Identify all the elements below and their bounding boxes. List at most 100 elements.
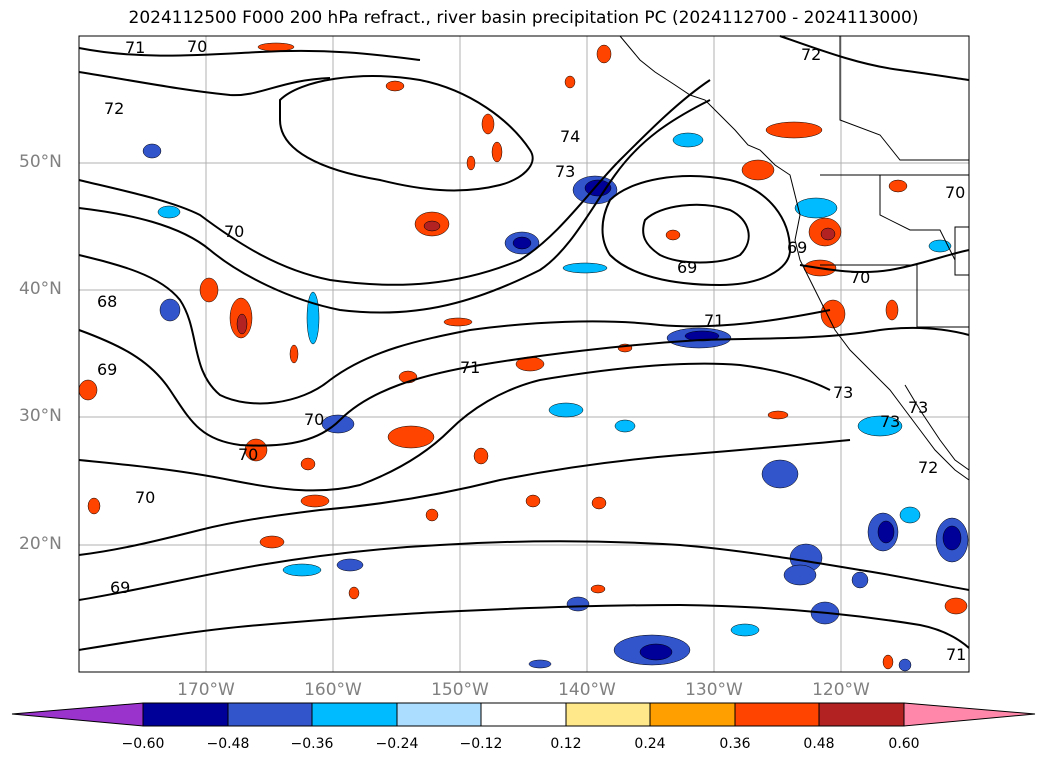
contour-label: 71 <box>125 38 146 57</box>
contour-label: 69 <box>677 258 698 277</box>
contour-line <box>799 249 970 274</box>
lon-label-160w: 160°W <box>304 680 362 700</box>
precip-blob <box>684 330 720 342</box>
precip-blob <box>590 584 606 594</box>
contour-line <box>78 362 831 492</box>
precip-blob <box>898 658 912 672</box>
colorbar-segment <box>480 702 567 727</box>
contour-line <box>78 326 970 447</box>
precip-blob <box>159 298 181 322</box>
contour-label: 70 <box>224 222 245 241</box>
colorbar-tick-label: 0.24 <box>634 736 666 752</box>
colorbar-segment <box>227 702 313 727</box>
precip-blob <box>794 197 838 219</box>
graticule <box>79 36 969 672</box>
contour-label: 70 <box>304 410 325 429</box>
contour-line <box>78 540 970 601</box>
contour-line <box>642 203 750 264</box>
precip-blob <box>525 494 541 508</box>
precip-blob <box>820 299 846 329</box>
colorbar-tick-label: 0.12 <box>550 736 582 752</box>
precip-blob <box>928 239 952 253</box>
precip-blob <box>300 494 330 508</box>
contour-label: 70 <box>850 268 871 287</box>
colorbar <box>11 702 1036 727</box>
precip-blob <box>857 415 903 437</box>
contour-label: 72 <box>801 45 822 64</box>
lat-label-50n: 50°N <box>19 152 62 172</box>
contour-line <box>279 75 534 192</box>
precip-blob <box>882 654 894 670</box>
border-states <box>879 175 956 261</box>
border-canada <box>839 36 969 161</box>
precip-blob <box>481 113 495 135</box>
contour-line <box>78 79 711 286</box>
precip-blob <box>899 506 921 524</box>
precip-blob <box>888 179 908 193</box>
contour-label: 70 <box>238 445 259 464</box>
refractivity-contours <box>78 35 970 651</box>
colorbar-tick-label: 0.60 <box>888 736 920 752</box>
map-border <box>78 35 970 673</box>
precip-blob <box>944 597 968 615</box>
contour-line <box>78 439 851 556</box>
contour-line <box>78 71 331 97</box>
lat-label-40n: 40°N <box>19 279 62 299</box>
baja-coastline <box>904 384 970 471</box>
precip-blob <box>443 317 473 327</box>
precip-blob <box>730 623 760 637</box>
contour-label: 69 <box>787 238 808 257</box>
precip-blob <box>851 571 869 589</box>
precip-blob <box>512 236 532 250</box>
precip-blob <box>423 220 441 232</box>
colorbar-tick-label: −0.12 <box>459 736 503 752</box>
contour-label: 73 <box>555 162 576 181</box>
colorbar-segment <box>649 702 736 727</box>
precip-blob <box>348 586 360 600</box>
precip-blob <box>741 159 775 181</box>
lon-label-140w: 140°W <box>558 680 616 700</box>
lon-label-120w: 120°W <box>812 680 870 700</box>
precip-blob <box>528 659 552 669</box>
contour-label: 71 <box>946 645 967 664</box>
colorbar-segment <box>818 702 905 727</box>
precip-blob <box>78 379 98 401</box>
colorbar-segment <box>396 702 482 727</box>
colorbar-tick-label: −0.36 <box>290 736 334 752</box>
contour-label: 69 <box>110 578 131 597</box>
precip-blob <box>564 75 576 89</box>
precip-blob <box>289 344 299 364</box>
contour-line <box>779 35 970 81</box>
colorbar-segment <box>903 702 1036 727</box>
contour-label: 68 <box>97 292 118 311</box>
precip-blob <box>548 402 584 418</box>
precip-blob <box>665 229 681 241</box>
contour-label: 72 <box>918 458 939 477</box>
precip-blob <box>820 227 836 241</box>
precip-blob <box>591 496 607 510</box>
precip-blob <box>199 277 219 303</box>
contour-label: 69 <box>97 360 118 379</box>
precip-blob <box>257 42 295 52</box>
precip-blob <box>761 459 799 489</box>
precip-blob <box>877 520 895 544</box>
contour-line <box>78 47 421 61</box>
map-background <box>79 36 969 672</box>
colorbar-tick-label: 0.36 <box>719 736 751 752</box>
lat-label-20n: 20°N <box>19 534 62 554</box>
contour-label: 71 <box>704 311 725 330</box>
contour-line <box>78 99 711 314</box>
precip-blob <box>783 564 817 586</box>
precip-blob <box>387 425 435 449</box>
precip-blob <box>639 643 673 661</box>
contour-label: 73 <box>908 398 929 417</box>
lon-label-170w: 170°W <box>177 680 235 700</box>
precip-blob <box>306 291 320 345</box>
precip-blob <box>614 419 636 433</box>
precip-blob <box>596 44 612 64</box>
precip-blob <box>466 155 476 171</box>
border-states-south <box>820 264 969 328</box>
precip-blob <box>672 132 704 148</box>
precip-blob <box>491 141 503 163</box>
